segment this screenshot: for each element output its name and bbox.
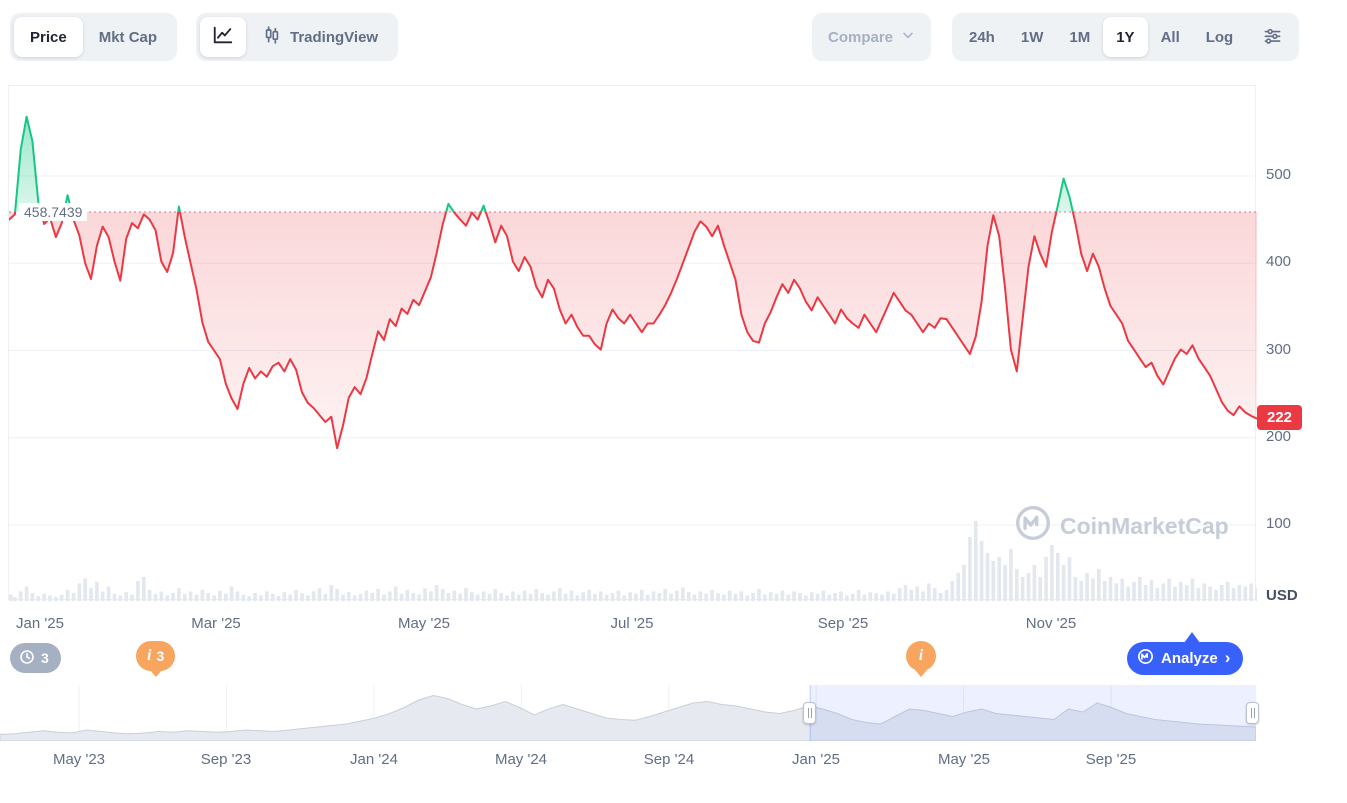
range-1m[interactable]: 1M bbox=[1056, 17, 1103, 57]
analyze-label: Analyze bbox=[1161, 650, 1218, 667]
x-axis-label: May '25 bbox=[397, 615, 451, 632]
history-events-badge[interactable]: 3 bbox=[10, 643, 61, 673]
navigator-axis-label: May '23 bbox=[52, 751, 106, 768]
event-info-badge[interactable]: i bbox=[906, 641, 936, 671]
watermark-label: CoinMarketCap bbox=[1060, 512, 1229, 539]
chevron-down-icon bbox=[901, 28, 915, 46]
x-axis-label: Jul '25 bbox=[610, 615, 654, 632]
y-axis-label: 200 bbox=[1266, 428, 1292, 445]
chart-type-toggle: TradingView bbox=[196, 13, 399, 61]
price-line-chart bbox=[9, 86, 1259, 606]
navigator-axis-label: Jan '25 bbox=[792, 751, 840, 768]
navigator-handle-right[interactable] bbox=[1246, 702, 1259, 724]
timeline-navigator[interactable] bbox=[0, 685, 1257, 742]
info-icon: i bbox=[918, 647, 924, 664]
x-axis-label: Jan '25 bbox=[16, 615, 64, 632]
info-icon: i bbox=[147, 647, 152, 664]
y-axis-label: 400 bbox=[1266, 253, 1292, 270]
navigator-handle-left[interactable] bbox=[803, 702, 816, 724]
price-chart-area[interactable]: 458.7439 CoinMarketCap bbox=[8, 85, 1259, 601]
analyze-pointer-triangle bbox=[1184, 632, 1200, 643]
navigator-axis-label: May '24 bbox=[494, 751, 548, 768]
candlestick-icon bbox=[262, 25, 282, 49]
navigator-axis-label: Sep '24 bbox=[643, 751, 695, 768]
event-info-badge-grouped[interactable]: i 3 bbox=[136, 641, 176, 671]
y-axis-label: 300 bbox=[1266, 341, 1292, 358]
x-axis-label: Sep '25 bbox=[817, 615, 869, 632]
price-tab[interactable]: Price bbox=[14, 17, 83, 57]
line-chart-button[interactable] bbox=[200, 17, 246, 57]
chart-settings-button[interactable] bbox=[1250, 17, 1295, 57]
navigator-axis-label: Jan '24 bbox=[350, 751, 398, 768]
coinmarketcap-watermark: CoinMarketCap bbox=[1014, 504, 1229, 548]
navigator-area-chart bbox=[0, 685, 1257, 746]
x-axis-label: Mar '25 bbox=[191, 615, 241, 632]
range-1y[interactable]: 1Y bbox=[1103, 17, 1148, 57]
clock-icon bbox=[19, 649, 35, 668]
y-axis-unit: USD bbox=[1266, 587, 1298, 604]
navigator-axis-label: May '25 bbox=[937, 751, 991, 768]
price-mktcap-toggle: Price Mkt Cap bbox=[10, 13, 178, 61]
y-axis-label: 100 bbox=[1266, 515, 1292, 532]
event-badge-count: 3 bbox=[156, 648, 165, 664]
range-selector: 24h 1W 1M 1Y All Log bbox=[952, 13, 1300, 61]
coinmarketcap-logo-icon bbox=[1014, 504, 1052, 548]
tradingview-label: TradingView bbox=[290, 28, 379, 46]
tradingview-button[interactable]: TradingView bbox=[246, 17, 394, 57]
sliders-icon bbox=[1263, 26, 1282, 49]
clock-badge-count: 3 bbox=[41, 650, 49, 666]
range-all[interactable]: All bbox=[1148, 17, 1193, 57]
range-1w[interactable]: 1W bbox=[1008, 17, 1057, 57]
analyze-logo-icon bbox=[1137, 648, 1154, 669]
range-24h[interactable]: 24h bbox=[956, 17, 1008, 57]
compare-label: Compare bbox=[828, 28, 894, 46]
analyze-button[interactable]: Analyze › bbox=[1127, 642, 1244, 675]
line-chart-icon bbox=[212, 24, 234, 50]
mktcap-tab[interactable]: Mkt Cap bbox=[83, 17, 173, 57]
y-axis-label: 500 bbox=[1266, 166, 1292, 183]
baseline-price-label: 458.7439 bbox=[19, 203, 88, 221]
current-price-badge: 222 bbox=[1257, 405, 1303, 430]
x-axis-label: Nov '25 bbox=[1025, 615, 1077, 632]
range-log[interactable]: Log bbox=[1193, 17, 1247, 57]
analyze-chevron-icon: › bbox=[1224, 647, 1231, 667]
navigator-axis-label: Sep '25 bbox=[1085, 751, 1137, 768]
navigator-axis-label: Sep '23 bbox=[200, 751, 252, 768]
compare-button[interactable]: Compare bbox=[812, 13, 932, 61]
